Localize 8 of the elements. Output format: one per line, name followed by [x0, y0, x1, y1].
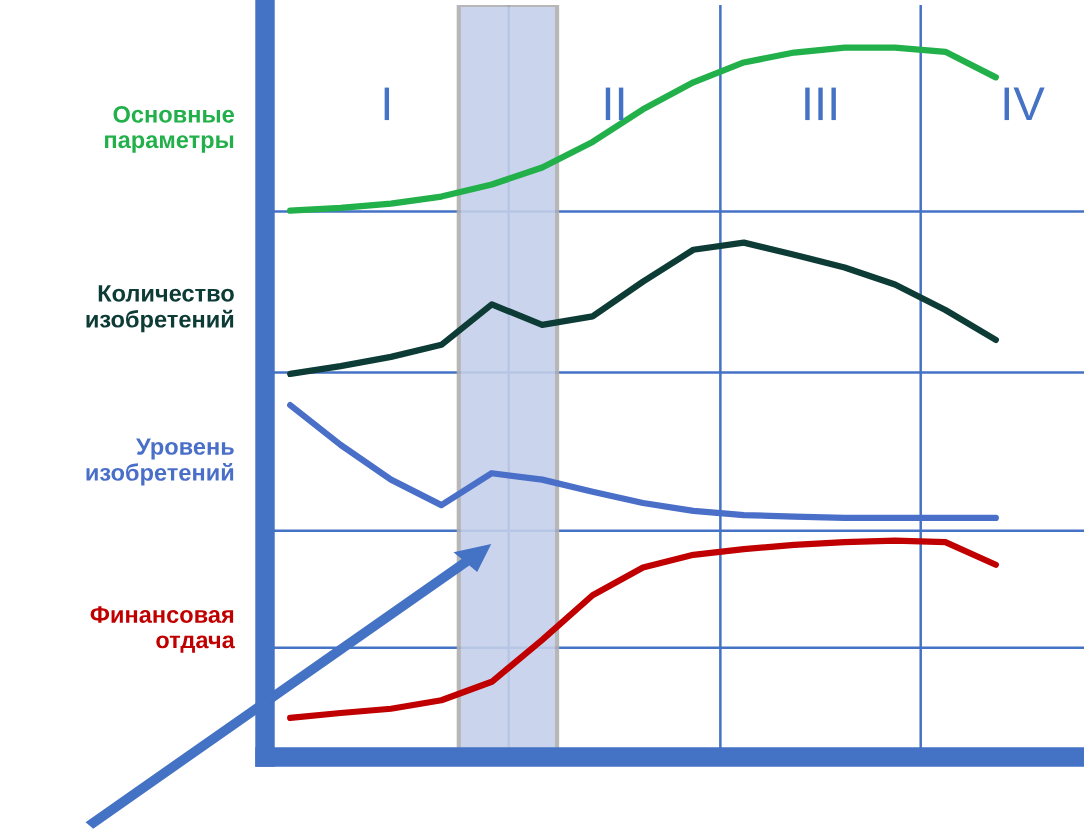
- text: Уровень изобретений: [86, 438, 234, 486]
- annotation: IV: [1004, 87, 1045, 121]
- annotation: II: [605, 87, 624, 121]
- annotation: III: [805, 87, 836, 121]
- text: Финансовая отдача: [90, 606, 235, 653]
- annotation: I: [384, 87, 390, 121]
- text: Количество изобретений: [86, 285, 234, 333]
- text: Основные параметры: [105, 106, 234, 153]
